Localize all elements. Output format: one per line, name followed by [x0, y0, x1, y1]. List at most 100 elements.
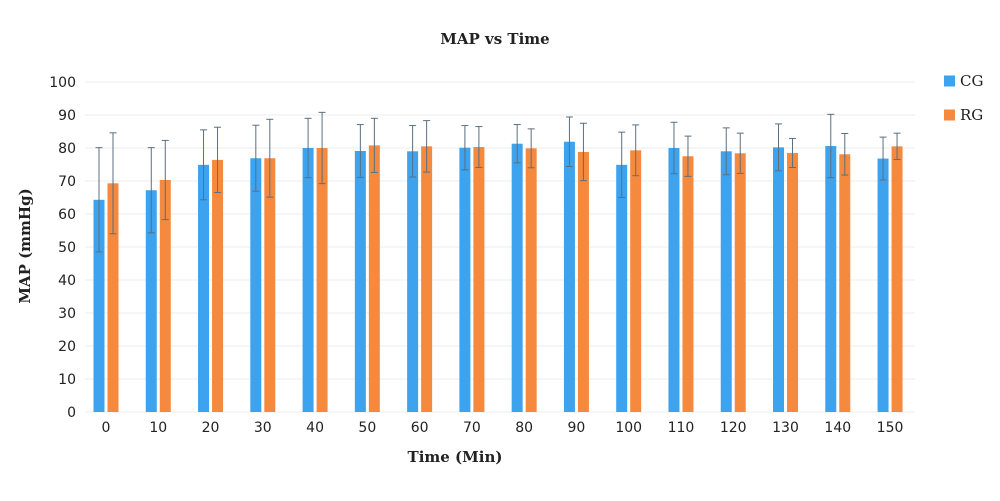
bar-rg-90	[577, 151, 589, 412]
x-tick-label: 150	[877, 420, 904, 436]
bar-cg-80	[511, 143, 523, 412]
x-tick-label: 100	[615, 420, 642, 436]
error-bar-rg-140	[841, 132, 849, 176]
bar-cg-40	[302, 148, 314, 412]
error-bars	[95, 111, 901, 253]
x-tick-label: 130	[772, 420, 799, 436]
x-tick-label: 30	[254, 420, 272, 436]
bar-cg-60	[407, 151, 419, 413]
y-axis-ticks: 0 10 20 30 40 50 60 70 80 90 100	[49, 75, 76, 421]
error-bar-cg-40	[304, 117, 312, 179]
bar-cg-20	[198, 164, 210, 412]
bar-rg-100	[630, 150, 642, 412]
x-tick-label: 110	[668, 420, 695, 436]
legend: CG RG	[944, 72, 983, 124]
bar-cg-50	[354, 150, 366, 412]
legend-swatch-cg	[944, 75, 955, 87]
error-bar-rg-100	[632, 124, 640, 177]
bar-rg-140	[839, 154, 851, 412]
y-tick-label: 90	[58, 108, 76, 124]
bar-cg-70	[459, 147, 471, 413]
error-bar-cg-30	[252, 124, 260, 192]
x-tick-label: 50	[358, 420, 376, 436]
y-tick-label: 60	[58, 207, 76, 223]
error-bar-rg-10	[161, 139, 169, 221]
y-tick-label: 50	[58, 240, 76, 256]
error-bar-cg-0	[95, 147, 103, 253]
error-bar-cg-110	[670, 121, 678, 175]
bar-rg-50	[368, 145, 380, 413]
x-tick-label: 20	[202, 420, 220, 436]
error-bar-rg-40	[318, 111, 326, 185]
error-bar-cg-130	[775, 123, 783, 172]
error-bar-cg-60	[409, 125, 417, 178]
y-tick-label: 20	[58, 339, 76, 355]
error-bar-cg-120	[722, 127, 730, 176]
bar-cg-150	[877, 158, 889, 412]
error-bar-rg-50	[370, 117, 378, 173]
x-tick-label: 70	[463, 420, 481, 436]
bar-rg-80	[525, 148, 537, 412]
error-bar-cg-50	[356, 124, 364, 178]
error-bar-cg-10	[147, 147, 155, 234]
x-tick-label: 120	[720, 420, 747, 436]
error-bar-rg-130	[789, 137, 797, 168]
bar-cg-30	[250, 158, 262, 412]
y-tick-label: 80	[58, 141, 76, 157]
bar-rg-0	[107, 183, 119, 412]
error-bar-rg-60	[423, 120, 431, 173]
bar-cg-110	[668, 148, 680, 412]
y-tick-label: 40	[58, 273, 76, 289]
x-axis-ticks: 0 10 20 30 40 50 60 70 80 90 100 110 120 130 140 150	[102, 420, 904, 436]
legend-label-rg: RG	[960, 106, 983, 124]
y-tick-label: 0	[67, 405, 76, 421]
error-bar-rg-20	[214, 126, 222, 194]
bar-cg-130	[773, 147, 785, 412]
error-bar-rg-120	[736, 132, 744, 174]
bar-rg-40	[316, 148, 328, 412]
bar-rg-150	[891, 146, 903, 412]
legend-swatch-rg	[944, 109, 955, 121]
y-tick-label: 100	[49, 75, 76, 91]
x-axis-label: Time (Min)	[408, 448, 503, 466]
bar-cg-90	[563, 141, 575, 413]
error-bar-cg-140	[827, 113, 835, 179]
error-bar-rg-80	[527, 128, 535, 169]
error-bar-rg-70	[475, 126, 483, 168]
bar-rg-10	[159, 180, 171, 412]
bar-cg-120	[720, 151, 732, 413]
bars	[93, 141, 903, 413]
x-tick-label: 140	[824, 420, 851, 436]
error-bar-cg-80	[513, 124, 521, 164]
error-bar-rg-30	[266, 118, 274, 198]
x-tick-label: 0	[102, 420, 111, 436]
error-bar-cg-100	[618, 131, 626, 198]
error-bar-rg-110	[684, 135, 692, 177]
bar-rg-120	[734, 153, 746, 412]
bar-cg-10	[145, 190, 157, 412]
chart-title: MAP vs Time	[440, 30, 549, 48]
bar-rg-70	[473, 147, 485, 412]
gridlines	[85, 81, 915, 413]
bar-rg-110	[682, 156, 694, 412]
bar-cg-100	[616, 164, 628, 412]
bar-cg-0	[93, 199, 105, 412]
error-bar-cg-70	[461, 125, 469, 171]
bar-rg-60	[421, 146, 433, 412]
error-bar-cg-150	[879, 136, 887, 181]
bar-cg-140	[825, 146, 837, 412]
y-axis-label: MAP (mmHg)	[16, 188, 34, 303]
bar-rg-30	[264, 158, 276, 412]
error-bar-rg-0	[109, 132, 117, 235]
legend-label-cg: CG	[960, 72, 983, 90]
x-tick-label: 40	[306, 420, 324, 436]
y-tick-label: 70	[58, 174, 76, 190]
error-bar-cg-90	[565, 116, 573, 167]
x-tick-label: 80	[515, 420, 533, 436]
bar-rg-130	[787, 152, 799, 412]
x-tick-label: 10	[149, 420, 167, 436]
error-bar-rg-90	[579, 122, 587, 182]
y-tick-label: 30	[58, 306, 76, 322]
bar-rg-20	[212, 159, 224, 412]
